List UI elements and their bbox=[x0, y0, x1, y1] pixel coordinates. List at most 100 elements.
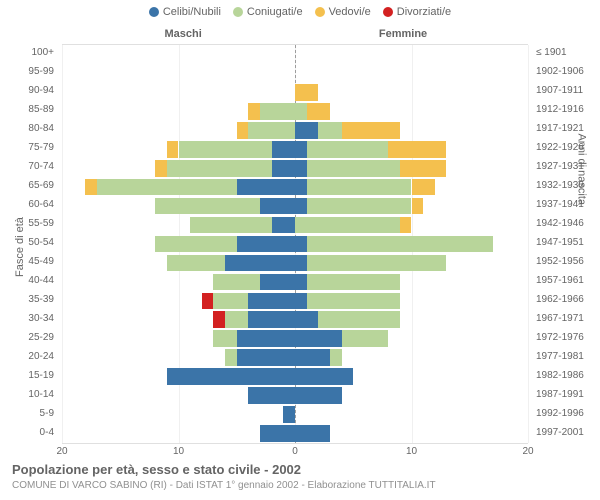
birth-year-label: 1912-1916 bbox=[536, 104, 584, 115]
age-label: 85-89 bbox=[0, 104, 54, 115]
age-row bbox=[62, 103, 528, 120]
bar-female-married bbox=[307, 198, 412, 215]
legend-swatch-icon bbox=[149, 7, 159, 17]
bar-male-single bbox=[237, 349, 295, 366]
birth-year-label: 1947-1951 bbox=[536, 237, 584, 248]
legend-item-divorced: Divorziati/e bbox=[383, 6, 451, 18]
birth-year-label: 1957-1961 bbox=[536, 275, 584, 286]
age-label: 75-79 bbox=[0, 142, 54, 153]
birth-year-label: 1962-1966 bbox=[536, 294, 584, 305]
legend-item-married: Coniugati/e bbox=[233, 6, 303, 18]
age-label: 45-49 bbox=[0, 256, 54, 267]
birth-year-label: 1992-1996 bbox=[536, 408, 584, 419]
birth-year-label: 1952-1956 bbox=[536, 256, 584, 267]
bar-male-single bbox=[225, 255, 295, 272]
age-row bbox=[62, 141, 528, 158]
birth-year-label: 1932-1936 bbox=[536, 180, 584, 191]
x-tick: 10 bbox=[406, 446, 417, 457]
bar-female-single bbox=[295, 255, 307, 272]
bar-female-single bbox=[295, 274, 307, 291]
birth-year-label: 1922-1926 bbox=[536, 142, 584, 153]
bar-female-widowed bbox=[342, 122, 400, 139]
birth-year-label: 1977-1981 bbox=[536, 351, 584, 362]
bar-male-single bbox=[237, 330, 295, 347]
bar-female-married bbox=[295, 103, 307, 120]
bar-male-married bbox=[167, 160, 272, 177]
bar-female-married bbox=[295, 217, 400, 234]
bar-female-single bbox=[295, 122, 318, 139]
age-row bbox=[62, 46, 528, 63]
x-tick: 10 bbox=[173, 446, 184, 457]
age-label: 55-59 bbox=[0, 218, 54, 229]
birth-year-label: 1907-1911 bbox=[536, 85, 583, 96]
x-tick: 20 bbox=[522, 446, 533, 457]
birth-year-label: 1927-1931 bbox=[536, 161, 584, 172]
age-row bbox=[62, 274, 528, 291]
bar-male-widowed bbox=[248, 103, 260, 120]
bar-male-single bbox=[272, 141, 295, 158]
birth-year-label: 1982-1986 bbox=[536, 370, 584, 381]
legend-item-widowed: Vedovi/e bbox=[315, 6, 371, 18]
bar-female-single bbox=[295, 311, 318, 328]
birth-year-label: 1987-1991 bbox=[536, 389, 584, 400]
bar-female-widowed bbox=[400, 160, 447, 177]
bar-male-single bbox=[260, 274, 295, 291]
bar-female-single bbox=[295, 349, 330, 366]
bar-male-widowed bbox=[85, 179, 97, 196]
bar-male-single bbox=[167, 368, 295, 385]
age-row bbox=[62, 311, 528, 328]
bar-female-married bbox=[307, 160, 400, 177]
bar-male-married bbox=[213, 274, 260, 291]
bar-female-married bbox=[330, 349, 342, 366]
age-label: 90-94 bbox=[0, 85, 54, 96]
age-label: 35-39 bbox=[0, 294, 54, 305]
bar-male-married bbox=[97, 179, 237, 196]
age-row bbox=[62, 406, 528, 423]
age-row bbox=[62, 84, 528, 101]
bar-male-married bbox=[179, 141, 272, 158]
legend-item-single: Celibi/Nubili bbox=[149, 6, 221, 18]
age-row bbox=[62, 368, 528, 385]
age-label: 40-44 bbox=[0, 275, 54, 286]
bar-female-single bbox=[295, 160, 307, 177]
bar-male-married bbox=[155, 198, 260, 215]
chart-title: Popolazione per età, sesso e stato civil… bbox=[12, 462, 301, 477]
female-column-title: Femmine bbox=[379, 28, 427, 40]
legend-swatch-icon bbox=[383, 7, 393, 17]
bar-female-widowed bbox=[295, 84, 318, 101]
male-column-title: Maschi bbox=[165, 28, 202, 40]
age-row bbox=[62, 330, 528, 347]
age-label: 60-64 bbox=[0, 199, 54, 210]
bar-male-single bbox=[283, 406, 295, 423]
bar-male-widowed bbox=[237, 122, 249, 139]
bar-male-married bbox=[225, 349, 237, 366]
legend-label: Vedovi/e bbox=[329, 6, 371, 18]
age-label: 50-54 bbox=[0, 237, 54, 248]
legend-swatch-icon bbox=[315, 7, 325, 17]
bar-male-single bbox=[248, 387, 295, 404]
chart-subtitle: COMUNE DI VARCO SABINO (RI) - Dati ISTAT… bbox=[12, 480, 436, 491]
bar-male-single bbox=[272, 217, 295, 234]
bar-female-single bbox=[295, 141, 307, 158]
age-row bbox=[62, 198, 528, 215]
age-row bbox=[62, 255, 528, 272]
bar-male-single bbox=[237, 236, 295, 253]
bar-female-married bbox=[342, 330, 389, 347]
birth-year-label: 1967-1971 bbox=[536, 313, 584, 324]
bar-male-married bbox=[213, 293, 248, 310]
bar-male-widowed bbox=[167, 141, 179, 158]
birth-year-label: ≤ 1901 bbox=[536, 47, 567, 58]
legend-label: Coniugati/e bbox=[247, 6, 303, 18]
age-label: 25-29 bbox=[0, 332, 54, 343]
age-row bbox=[62, 349, 528, 366]
birth-year-label: 1942-1946 bbox=[536, 218, 584, 229]
bar-female-married bbox=[307, 293, 400, 310]
legend-label: Celibi/Nubili bbox=[163, 6, 221, 18]
bar-female-single bbox=[295, 387, 342, 404]
birth-year-label: 1917-1921 bbox=[536, 123, 584, 134]
age-row bbox=[62, 425, 528, 442]
bar-male-married bbox=[155, 236, 237, 253]
age-label: 80-84 bbox=[0, 123, 54, 134]
age-label: 10-14 bbox=[0, 389, 54, 400]
age-row bbox=[62, 179, 528, 196]
